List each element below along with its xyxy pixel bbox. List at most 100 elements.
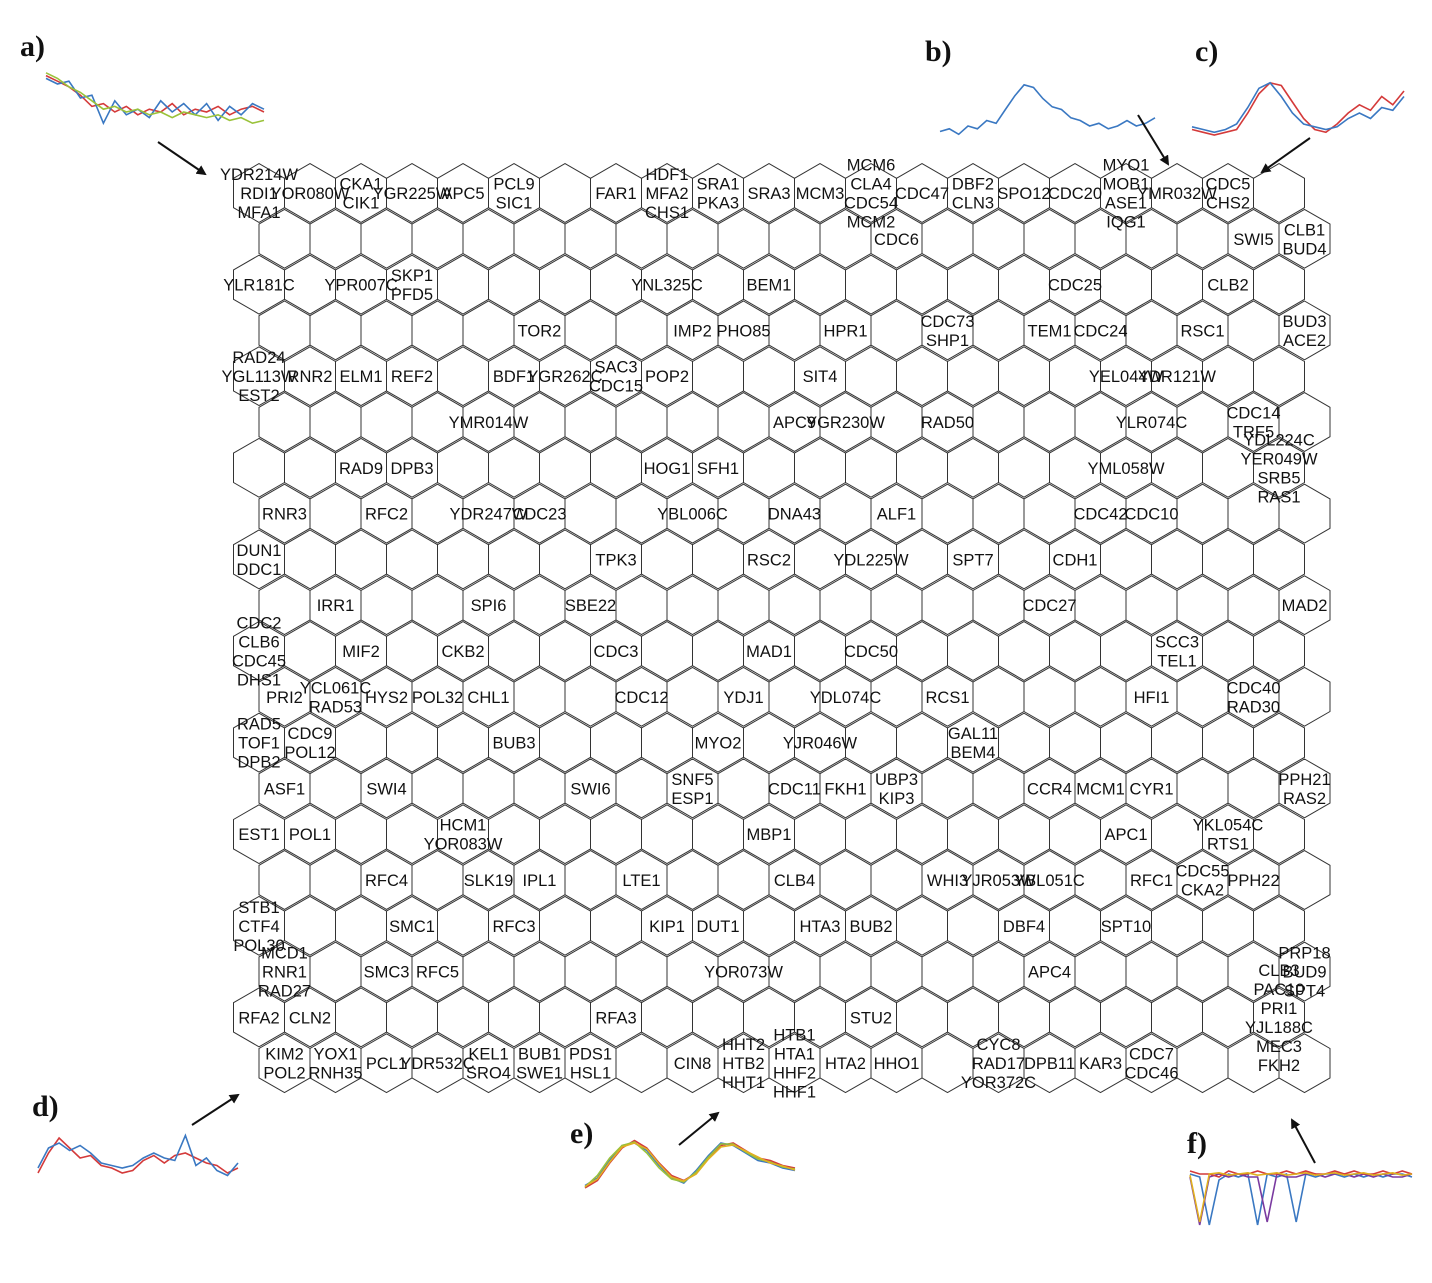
gene-label: HTA2: [825, 1055, 866, 1073]
gene-label: SMC1: [389, 918, 435, 936]
gene-label: CDC9: [288, 725, 333, 743]
gene-label: SRO4: [466, 1065, 511, 1083]
gene-label: DPB11: [1024, 1055, 1075, 1073]
gene-label: DBF2: [952, 176, 994, 194]
gene-label: CDC23: [512, 506, 566, 524]
gene-label: YKL054C: [1193, 817, 1264, 835]
gene-label: RAS1: [1257, 488, 1300, 506]
gene-label: YGR230W: [806, 414, 885, 432]
gene-label: CKA2: [1181, 882, 1224, 900]
profile-line-red: [1191, 81, 1405, 136]
profile-line-blue: [584, 1142, 796, 1187]
gene-label: RFC2: [365, 506, 408, 524]
gene-label: CYC8: [976, 1036, 1020, 1054]
gene-label: POL2: [263, 1065, 305, 1083]
gene-label: SBE22: [565, 597, 616, 615]
gene-label: MCM2: [847, 214, 896, 232]
gene-label: DPB2: [237, 754, 280, 772]
gene-label: KIP1: [649, 918, 685, 936]
profile-plot-f: [1189, 1170, 1413, 1226]
hex-cell: [1253, 346, 1305, 407]
profile-plot-e: [584, 1139, 796, 1189]
gene-label: DHS1: [237, 672, 281, 690]
gene-label: YOR083W: [424, 836, 503, 854]
gene-label: LTE1: [622, 872, 660, 890]
panel-label-c: c): [1195, 35, 1218, 68]
gene-label: PFD5: [391, 286, 433, 304]
gene-label: MYO1: [1103, 157, 1150, 175]
gene-label: PCL9: [493, 176, 534, 194]
gene-label: YGR225W: [373, 185, 452, 203]
gene-label: DPB3: [390, 460, 433, 478]
gene-label: BUD9: [1282, 964, 1326, 982]
gene-label: MIF2: [342, 643, 380, 661]
gene-label: BEM4: [951, 744, 996, 762]
gene-label: ASE1: [1105, 195, 1147, 213]
gene-label: YOR372C: [961, 1074, 1036, 1092]
hex-cell: [1253, 529, 1305, 590]
gene-label: RSC1: [1180, 322, 1224, 340]
gene-label: RAD50: [921, 414, 974, 432]
gene-label: MFA1: [237, 204, 280, 222]
profile-plot-d: [37, 1133, 239, 1177]
gene-label: HPR1: [823, 322, 867, 340]
gene-label: GAL11: [948, 725, 998, 743]
gene-label: CKA1: [339, 176, 382, 194]
gene-label: CDC5: [1206, 176, 1251, 194]
gene-label: YDR532C: [400, 1055, 474, 1073]
gene-label: RAD24: [232, 349, 285, 367]
gene-label: RNR3: [262, 506, 307, 524]
hex-cell: [1278, 1033, 1331, 1094]
gene-label: CDC50: [844, 643, 898, 661]
gene-label: PRI1: [1261, 1000, 1298, 1018]
gene-label: MBP1: [747, 826, 792, 844]
gene-label: CDC20: [1048, 185, 1102, 203]
hex-cell: [1278, 850, 1331, 910]
gene-label: CDC3: [594, 643, 639, 661]
gene-label: TRF5: [1233, 424, 1274, 442]
profile-line-red: [1189, 1170, 1413, 1178]
gene-label: CLB4: [774, 872, 815, 890]
gene-label: RFA2: [238, 1009, 279, 1027]
gene-label: CDC42: [1073, 506, 1127, 524]
gene-label: SFH1: [697, 460, 739, 478]
gene-label: YNL325C: [631, 277, 703, 295]
gene-label: CDC55: [1175, 863, 1229, 881]
gene-label: IMP2: [673, 322, 712, 340]
hex-cell: [1253, 437, 1305, 498]
gene-label: EST1: [238, 826, 279, 844]
gene-label: CYR1: [1129, 780, 1173, 798]
hex-cell: [1253, 621, 1305, 681]
gene-label: MOB1: [1103, 176, 1150, 194]
gene-label: HHF1: [773, 1084, 816, 1102]
gene-label: SLK19: [464, 872, 514, 890]
gene-label: SHP1: [926, 332, 969, 350]
gene-label: SRB5: [1257, 469, 1300, 487]
profile-line-green: [584, 1141, 796, 1188]
gene-label: KAR3: [1079, 1055, 1122, 1073]
gene-label: MFA2: [645, 185, 688, 203]
gene-label: PRI2: [266, 689, 303, 707]
gene-label: HHT2: [722, 1036, 765, 1054]
gene-label: SNF5: [671, 771, 713, 789]
profile-line-blue: [1189, 1172, 1413, 1226]
gene-label: HHF2: [773, 1065, 816, 1083]
gene-label: RNH35: [308, 1065, 362, 1083]
gene-label: YOR080W: [271, 185, 350, 203]
gene-label: CLB1: [1284, 221, 1325, 239]
gene-label: YDR214W: [220, 166, 298, 184]
gene-label: POL32: [412, 689, 463, 707]
gene-label: STB1: [238, 899, 279, 917]
gene-label: PRP18: [1278, 945, 1330, 963]
hex-cell: [1253, 895, 1305, 956]
gene-label: CDC2: [237, 615, 282, 633]
panel-label-e: e): [570, 1117, 593, 1150]
gene-label: YJR053W: [961, 872, 1036, 890]
gene-label: YEL044W: [1089, 368, 1164, 386]
gene-label: DDC1: [237, 561, 282, 579]
gene-label: TPK3: [595, 551, 636, 569]
gene-label: RCS1: [925, 689, 969, 707]
arrow-f: [1291, 1118, 1316, 1164]
gene-label: KEL1: [468, 1046, 508, 1064]
gene-label: POL1: [289, 826, 331, 844]
